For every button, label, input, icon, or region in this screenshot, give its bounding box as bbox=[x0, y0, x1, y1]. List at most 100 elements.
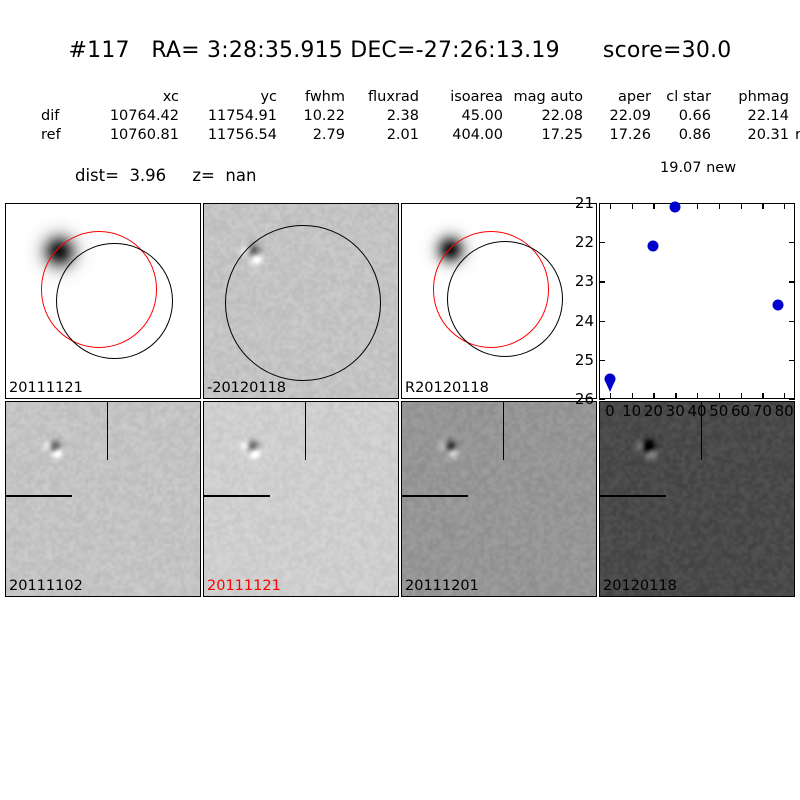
stamp-panel-20120118[interactable]: 20120118 bbox=[599, 401, 795, 597]
aperture-circle-black bbox=[446, 240, 563, 358]
stamp-panel-R20120118[interactable]: R20120118 bbox=[401, 203, 597, 399]
cell-mag-auto: 17.25 bbox=[541, 127, 583, 143]
stamp-panel-20111121[interactable]: 20111121 bbox=[203, 401, 399, 597]
page-title: #117 RA= 3:28:35.915 DEC=-27:26:13.19 sc… bbox=[68, 38, 732, 63]
cell-tag bbox=[792, 107, 800, 126]
cell-fluxrad: 2.01 bbox=[386, 127, 419, 143]
y-axis-tick bbox=[599, 320, 605, 322]
col-header-blank bbox=[38, 88, 84, 107]
x-axis-tick-label: 10 bbox=[622, 402, 642, 420]
crosshair-horizontal-tick bbox=[402, 495, 468, 497]
y-axis-tick bbox=[599, 359, 605, 362]
y-axis-tick-label: 21 bbox=[574, 194, 594, 212]
crosshair-horizontal-tick bbox=[204, 495, 270, 497]
col-header-phmag: phmag bbox=[738, 89, 789, 105]
col-header-yc: yc bbox=[260, 89, 277, 105]
cell-aper: 17.26 bbox=[609, 127, 651, 143]
y-axis-tick-label: 26 bbox=[574, 390, 594, 408]
stamp-pixel-data bbox=[402, 402, 596, 596]
x-axis-tick bbox=[740, 393, 742, 399]
crosshair-vertical-tick bbox=[106, 402, 109, 461]
x-axis-tick bbox=[697, 393, 699, 399]
row-label: ref bbox=[41, 127, 61, 143]
x-axis-tick-top bbox=[609, 203, 612, 209]
x-axis-tick-top bbox=[784, 203, 786, 209]
crosshair-horizontal-tick bbox=[6, 495, 72, 497]
crosshair-vertical-tick bbox=[700, 402, 703, 461]
new-magnitude-line: 19.07 new bbox=[660, 160, 737, 176]
col-header-mag-auto: mag auto bbox=[513, 89, 583, 105]
cell-isoarea: 404.00 bbox=[452, 127, 503, 143]
x-axis-tick-label: 30 bbox=[665, 402, 685, 420]
lightcurve-data-point bbox=[604, 373, 616, 385]
cell-aper: 22.09 bbox=[609, 108, 651, 124]
x-axis-tick-top bbox=[740, 203, 742, 209]
y-axis-tick-right bbox=[789, 242, 795, 244]
cell-fwhm: 10.22 bbox=[303, 108, 345, 124]
lightcurve-plot: 21 22 23 24 25 26 0 10 20 30 40 50 60 70 80 bbox=[575, 194, 795, 420]
cell-phmag: 22.14 bbox=[747, 108, 789, 124]
col-header-fwhm: fwhm bbox=[304, 89, 345, 105]
x-axis-tick-label: 20 bbox=[643, 402, 663, 420]
aperture-circle-black bbox=[56, 242, 173, 360]
col-header-aper: aper bbox=[618, 89, 651, 105]
y-axis-tick-label: 22 bbox=[574, 233, 594, 252]
col-header-isoarea: isoarea bbox=[450, 89, 503, 105]
col-header-fluxrad: fluxrad bbox=[368, 89, 419, 105]
row-label: dif bbox=[41, 108, 60, 124]
cell-cl-star: 0.66 bbox=[678, 108, 711, 124]
x-axis-tick-label: 40 bbox=[687, 402, 707, 420]
x-axis-tick bbox=[718, 393, 721, 399]
crosshair-horizontal-tick bbox=[600, 495, 666, 497]
x-axis-tick bbox=[784, 393, 786, 399]
y-axis-tick-label: 25 bbox=[574, 350, 594, 369]
cell-yc: 11756.54 bbox=[207, 127, 277, 143]
cell-mag-auto: 22.08 bbox=[541, 108, 583, 124]
cell-xc: 10764.42 bbox=[109, 108, 179, 124]
table-header-row: xc yc fwhm fluxrad isoarea mag auto aper… bbox=[38, 88, 800, 107]
stamp-label: -20120118 bbox=[207, 380, 287, 396]
x-axis-tick-label: 50 bbox=[709, 402, 729, 420]
cell-xc: 10760.81 bbox=[109, 127, 179, 143]
stamp-label: 20111121 bbox=[207, 578, 281, 594]
x-axis-tick-top bbox=[631, 203, 633, 209]
x-axis-tick-label: 80 bbox=[774, 402, 794, 420]
lightcurve-data-point bbox=[647, 240, 659, 252]
lightcurve-data-point bbox=[669, 201, 681, 213]
col-header-cl-star: cl star bbox=[666, 89, 711, 105]
col-header-xc: xc bbox=[162, 89, 179, 105]
stamp-pixel-data bbox=[600, 402, 794, 596]
stamp-panel-20111201[interactable]: 20111201 bbox=[401, 401, 597, 597]
y-axis-tick bbox=[599, 281, 605, 283]
cell-phmag: 20.31 bbox=[747, 127, 789, 143]
x-axis-tick bbox=[675, 393, 677, 399]
stamp-label: 20111102 bbox=[9, 578, 83, 594]
stamp-panel-20111102[interactable]: 20111102 bbox=[5, 401, 201, 597]
cutout-stamp-grid: 20111121 -20120118 R20120118 20111102 201111… bbox=[5, 203, 795, 599]
x-axis-tick-top bbox=[653, 203, 655, 209]
y-axis-tick-label: 23 bbox=[574, 272, 594, 291]
col-header-tag bbox=[792, 88, 800, 107]
stamp-panel-20120118[interactable]: -20120118 bbox=[203, 203, 399, 399]
y-axis-tick-right bbox=[789, 359, 795, 362]
stamp-panel-20111121[interactable]: 20111121 bbox=[5, 203, 201, 399]
cell-cl-star: 0.86 bbox=[678, 127, 711, 143]
y-axis-tick-right bbox=[789, 203, 795, 205]
x-axis-tick-label: 60 bbox=[731, 402, 751, 420]
x-axis-tick bbox=[609, 393, 612, 399]
cell-tag: ref bbox=[795, 127, 800, 143]
stamp-label: 20111201 bbox=[405, 578, 479, 594]
stamp-pixel-data bbox=[204, 402, 398, 596]
x-axis-tick-top bbox=[697, 203, 699, 209]
y-axis-tick bbox=[599, 203, 605, 205]
cell-fwhm: 2.79 bbox=[312, 127, 345, 143]
crosshair-vertical-tick bbox=[304, 402, 307, 461]
distance-redshift-line: dist= 3.96 z= nan bbox=[75, 166, 257, 185]
upper-limit-arrow-icon bbox=[605, 383, 614, 393]
stamp-label: R20120118 bbox=[405, 380, 489, 396]
y-axis-tick bbox=[599, 242, 605, 244]
x-axis-tick-top bbox=[718, 203, 721, 209]
lightcurve-data-point bbox=[772, 299, 784, 311]
cell-isoarea: 45.00 bbox=[461, 108, 503, 124]
y-axis-tick-right bbox=[789, 320, 795, 322]
